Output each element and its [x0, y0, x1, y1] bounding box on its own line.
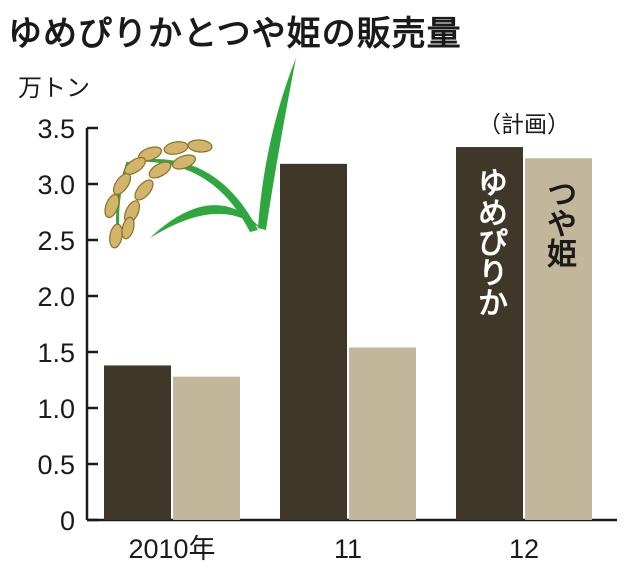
chart-title: ゆめぴりかとつや姫の販売量 [8, 14, 462, 54]
rice-plant-illustration [104, 58, 296, 249]
y-tick-label: 2.5 [37, 226, 75, 256]
bar-yumepirika-0 [104, 365, 171, 520]
bar-tsuyahime-1 [349, 347, 416, 520]
series-label-yumepirika: ゆめぴりか [472, 167, 507, 317]
bar-yumepirika-2 [456, 147, 523, 521]
series-label-tsuyahime: つや姫 [541, 178, 577, 269]
y-axis-unit-label: 万トン [18, 74, 90, 102]
y-tick-label: 3.5 [37, 114, 75, 144]
bar-tsuyahime-0 [173, 376, 240, 520]
y-tick-label: 2.0 [37, 282, 75, 312]
x-tick-label: 2010年 [128, 534, 215, 564]
plan-annotation: （計画） [478, 112, 570, 138]
y-tick-label: 0.5 [37, 450, 75, 480]
y-tick-label: 1.5 [37, 338, 75, 368]
bar-yumepirika-1 [280, 163, 347, 520]
x-tick-label: 11 [334, 534, 362, 564]
y-tick-label: 1.0 [37, 394, 75, 424]
x-tick-label: 12 [509, 534, 539, 564]
y-tick-label: 3.0 [37, 170, 75, 200]
y-tick-label: 0 [60, 506, 75, 536]
bar-tsuyahime-2 [525, 158, 592, 521]
